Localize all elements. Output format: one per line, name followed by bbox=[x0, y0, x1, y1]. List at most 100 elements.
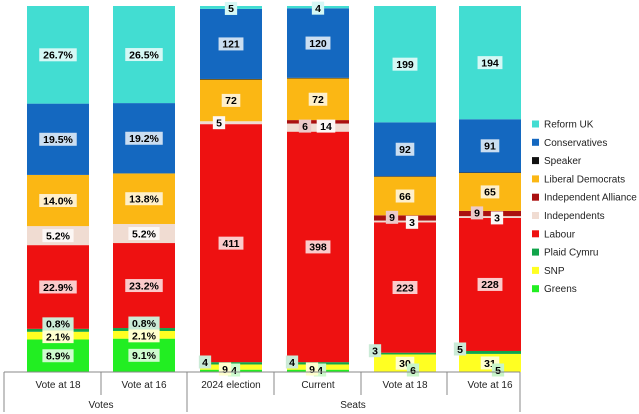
data-label-plaid-cymru-col6-bg bbox=[453, 342, 467, 356]
data-label-reform-uk-col4: 4 bbox=[315, 3, 321, 15]
data-label-independents-col5: 3 bbox=[409, 217, 415, 229]
bar-segment-independents-col5 bbox=[374, 220, 436, 223]
data-label-labour-col6: 228 bbox=[481, 279, 499, 291]
x-tick-label-col1: Vote at 18 bbox=[35, 380, 80, 391]
data-label-reform-uk-col5: 199 bbox=[396, 59, 414, 71]
bar-segment-speaker-col4 bbox=[287, 77, 349, 79]
data-label-reform-uk-col2-bg bbox=[125, 48, 163, 62]
data-label-liberal-democrats-col2: 13.8% bbox=[129, 194, 159, 206]
data-label-snp-col6: 31 bbox=[484, 358, 496, 370]
data-label-plaid-cymru-col3-bg bbox=[198, 355, 212, 369]
legend-label-labour: Labour bbox=[544, 229, 576, 240]
data-label-conservatives-col6: 91 bbox=[484, 141, 496, 153]
data-label-independents-col1-bg bbox=[42, 229, 74, 243]
data-label-liberal-democrats-col3: 72 bbox=[225, 95, 237, 107]
data-label-conservatives-col2: 19.2% bbox=[129, 133, 159, 145]
data-label-plaid-cymru-col5-bg bbox=[368, 344, 382, 358]
data-label-independents-col3: 5 bbox=[216, 117, 222, 129]
data-label-conservatives-col4-bg bbox=[305, 36, 331, 50]
bar-segment-independent-alliance-col5 bbox=[374, 215, 436, 221]
data-label-independent-alliance-col6-bg bbox=[470, 206, 484, 220]
data-label-greens-col2: 9.1% bbox=[132, 350, 157, 362]
legend-label-reform-uk: Reform UK bbox=[544, 120, 594, 131]
data-label-reform-uk-col4-bg bbox=[311, 1, 325, 15]
x-tick-label-col3: 2024 election bbox=[201, 380, 261, 391]
data-label-independent-alliance-col5-bg bbox=[385, 210, 399, 224]
x-tick-label-col4: Current bbox=[301, 380, 335, 391]
legend-swatch-independents bbox=[532, 212, 539, 219]
data-label-conservatives-col3-bg bbox=[218, 37, 244, 51]
bars-layer bbox=[27, 6, 521, 372]
data-label-conservatives-col5-bg bbox=[395, 142, 415, 156]
data-label-liberal-democrats-col3-bg bbox=[221, 93, 241, 107]
data-label-liberal-democrats-col5: 66 bbox=[399, 191, 411, 203]
data-label-snp-col5: 30 bbox=[399, 358, 411, 370]
data-label-labour-col2: 23.2% bbox=[129, 280, 159, 292]
data-label-independents-col4: 14 bbox=[320, 121, 332, 133]
data-label-snp-col1-bg bbox=[42, 330, 74, 344]
legend-label-independents: Independents bbox=[544, 211, 605, 222]
legend-label-plaid-cymru: Plaid Cymru bbox=[544, 248, 598, 259]
data-label-greens-col1-bg bbox=[42, 349, 74, 363]
data-label-reform-uk-col1: 26.7% bbox=[43, 50, 73, 62]
legend-swatch-reform-uk bbox=[532, 120, 539, 128]
data-label-labour-col6-bg bbox=[477, 277, 503, 291]
data-label-reform-uk-col5-bg bbox=[392, 57, 418, 71]
data-label-independents-col4-bg bbox=[316, 119, 336, 133]
data-label-conservatives-col2-bg bbox=[125, 131, 163, 145]
data-label-greens-col1: 8.9% bbox=[46, 351, 71, 363]
data-label-liberal-democrats-col6: 65 bbox=[484, 187, 496, 199]
data-label-labour-col1: 22.9% bbox=[43, 282, 73, 294]
data-label-conservatives-col3: 121 bbox=[222, 39, 240, 51]
data-label-snp-col2: 2.1% bbox=[132, 331, 157, 343]
x-tick-label-col2: Vote at 16 bbox=[121, 380, 166, 391]
data-label-reform-uk-col3-bg bbox=[224, 1, 238, 15]
data-label-extra-col6-bg bbox=[491, 363, 505, 377]
data-label-greens-col2-bg bbox=[128, 348, 160, 362]
data-label-independent-alliance-col6: 9 bbox=[474, 208, 480, 220]
data-label-liberal-democrats-col4-bg bbox=[308, 92, 328, 106]
legend: Reform UK Conservatives Speaker Liberal Dem… bbox=[532, 120, 637, 295]
data-label-labour-col5: 223 bbox=[396, 282, 414, 294]
data-label-plaid-cymru-col4-bg bbox=[285, 355, 299, 369]
data-label-plaid-cymru-col3: 4 bbox=[202, 357, 208, 369]
data-label-plaid-cymru-col2-bg bbox=[128, 316, 160, 330]
legend-swatch-speaker bbox=[532, 157, 539, 165]
data-label-liberal-democrats-col1: 14.0% bbox=[43, 195, 73, 207]
data-label-reform-uk-col2: 26.5% bbox=[129, 49, 159, 61]
legend-label-snp: SNP bbox=[544, 266, 565, 277]
data-label-labour-col2-bg bbox=[125, 279, 163, 293]
legend-swatch-liberal-democrats bbox=[532, 175, 539, 183]
data-label-greens-col3: 4 bbox=[231, 365, 237, 377]
legend-label-greens: Greens bbox=[544, 284, 577, 295]
legend-swatch-plaid-cymru bbox=[532, 248, 539, 256]
data-label-liberal-democrats-col5-bg bbox=[395, 189, 415, 203]
data-label-reform-uk-col6-bg bbox=[477, 56, 503, 70]
data-label-conservatives-col1-bg bbox=[39, 132, 77, 146]
data-label-independent-alliance-col4-bg bbox=[298, 119, 312, 133]
x-tick-label-col5: Vote at 18 bbox=[382, 380, 427, 391]
bar-segment-plaid-cymru-col5 bbox=[374, 352, 436, 355]
legend-swatch-independent-alliance bbox=[532, 193, 539, 201]
data-label-snp-col4: 9 bbox=[309, 364, 315, 376]
data-label-conservatives-col4: 120 bbox=[309, 38, 327, 50]
data-label-liberal-democrats-col6-bg bbox=[480, 185, 500, 199]
data-label-independents-col5-bg bbox=[405, 215, 419, 229]
bar-segment-independents-col6 bbox=[459, 216, 521, 218]
data-label-labour-col4: 398 bbox=[309, 242, 327, 254]
data-label-labour-col4-bg bbox=[305, 240, 331, 254]
data-label-independents-col2: 5.2% bbox=[132, 228, 157, 240]
legend-label-speaker: Speaker bbox=[544, 156, 582, 167]
x-group-label-seats: Seats bbox=[340, 400, 366, 411]
data-label-liberal-democrats-col2-bg bbox=[125, 192, 163, 206]
data-label-extra-col6: 5 bbox=[495, 365, 501, 377]
legend-swatch-snp bbox=[532, 266, 539, 274]
data-label-labour-col3: 411 bbox=[223, 238, 240, 250]
data-label-independent-alliance-col4: 6 bbox=[302, 121, 308, 133]
data-label-independents-col2-bg bbox=[128, 227, 160, 241]
bar-segment-speaker-col5 bbox=[374, 176, 436, 177]
data-labels-layer: 8.9%2.1%0.8%22.9%5.2%14.0%19.5%26.7%9.1%… bbox=[39, 1, 505, 377]
data-label-independents-col1: 5.2% bbox=[46, 230, 71, 242]
x-axis: Vote at 18 Vote at 16 2024 election Current… bbox=[3, 371, 521, 412]
